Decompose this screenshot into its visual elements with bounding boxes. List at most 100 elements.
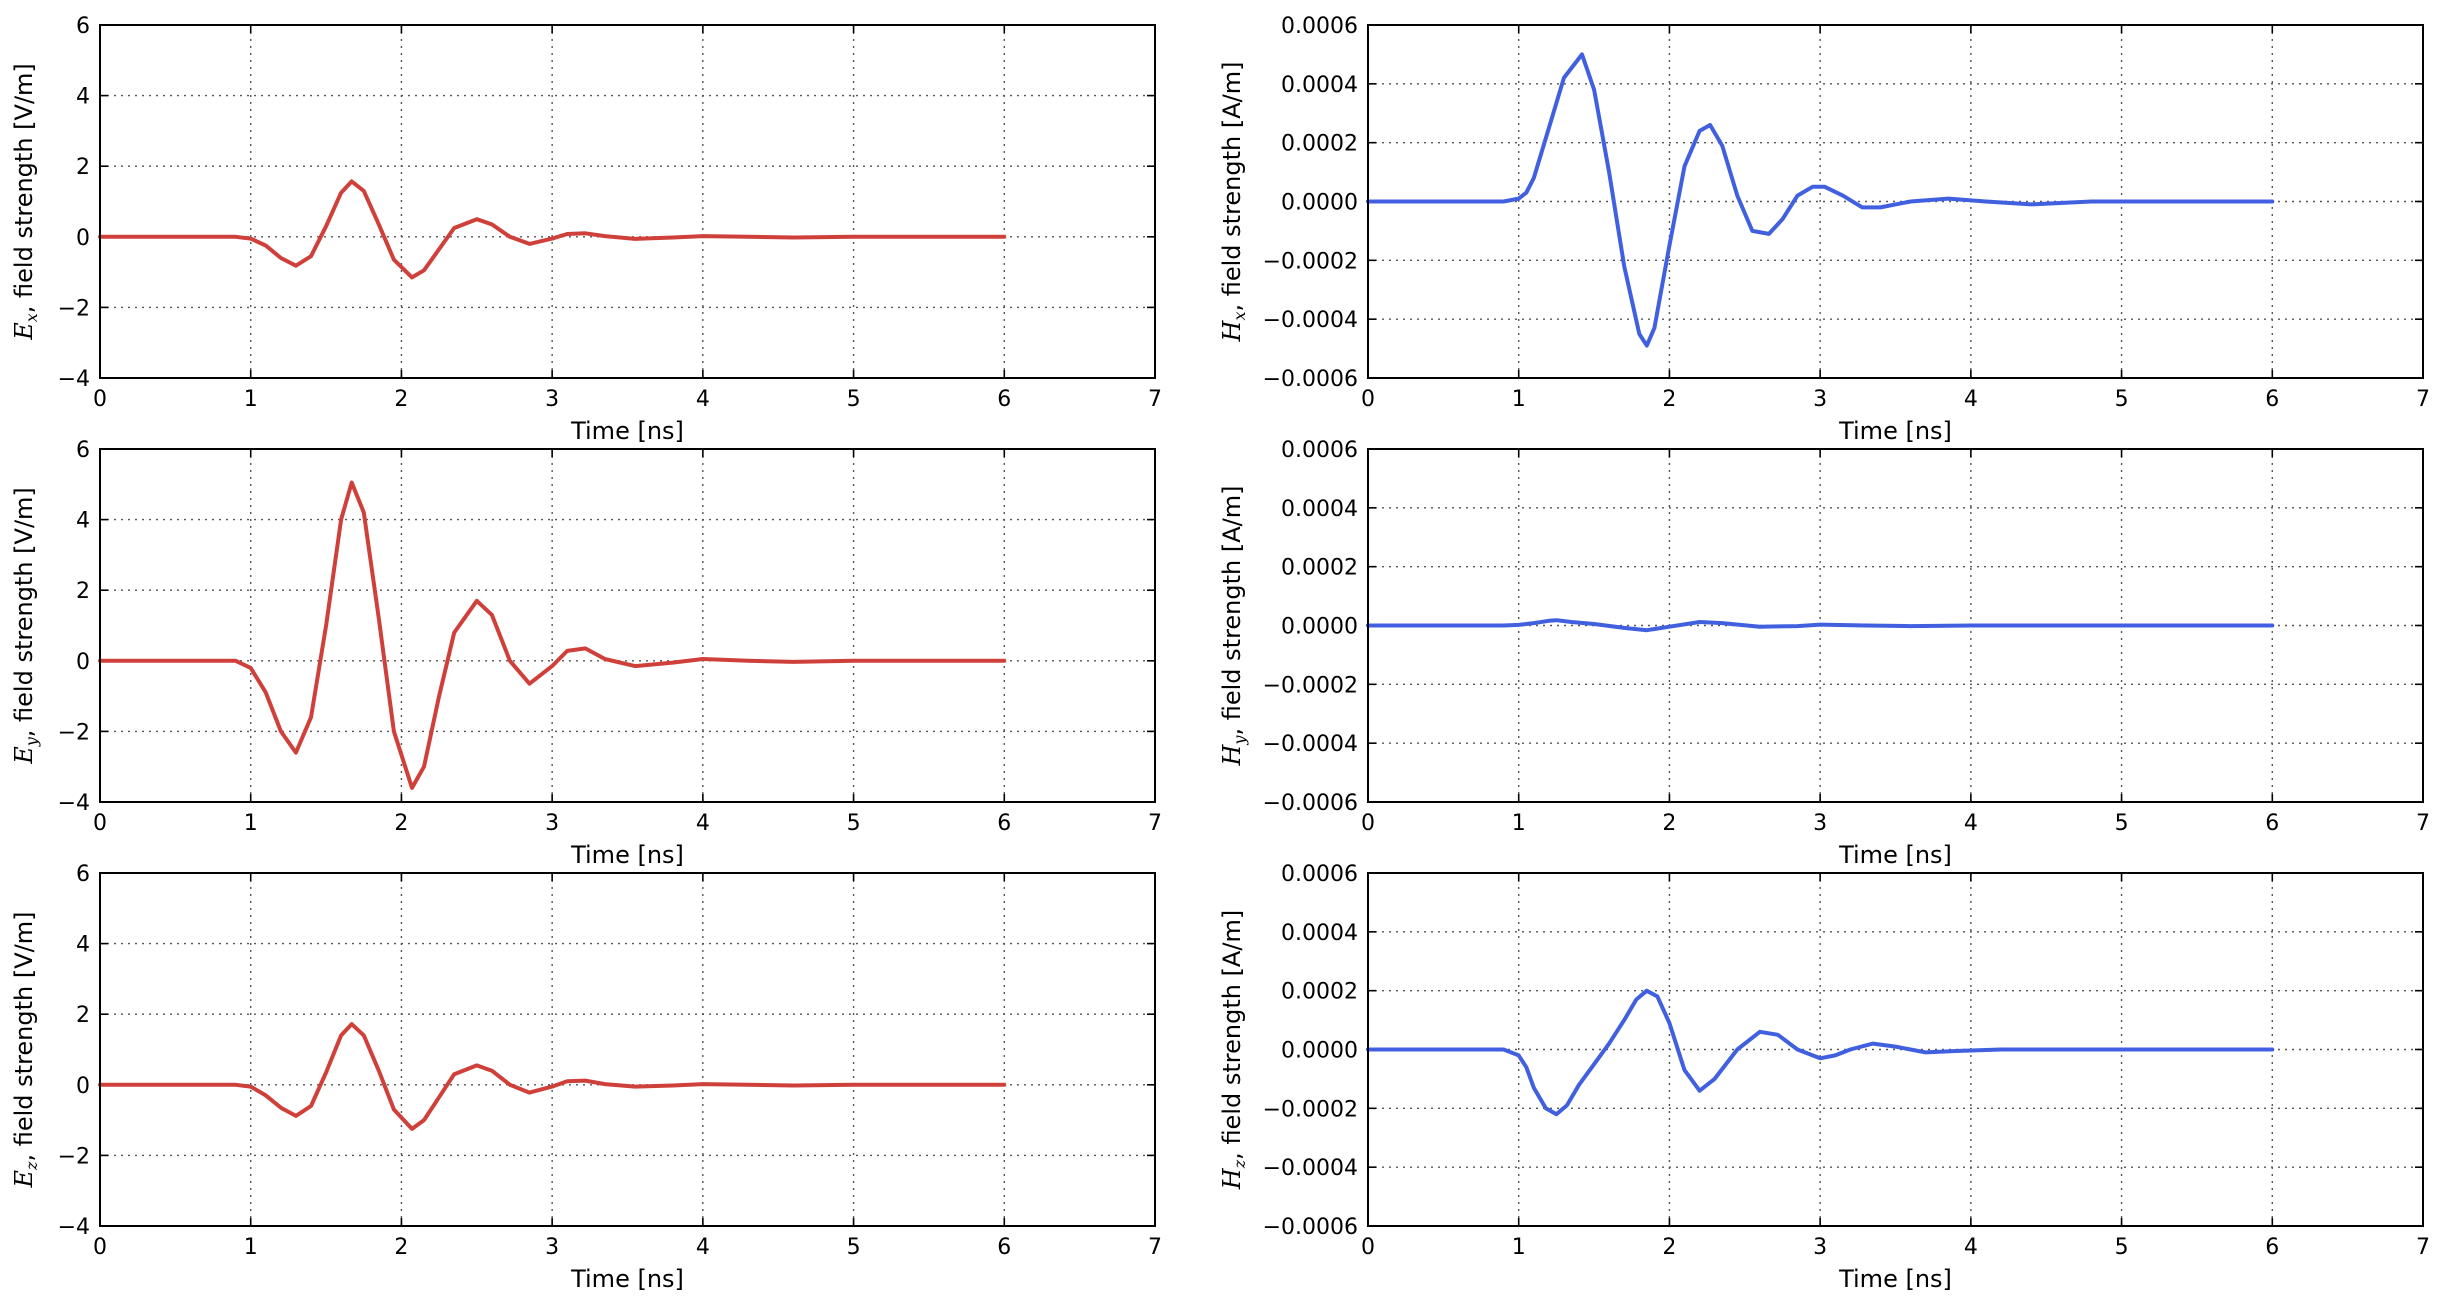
x-tick-label: 3 xyxy=(1813,1235,1827,1260)
y-tick-label: 0.0002 xyxy=(1281,980,1358,1005)
x-tick-label: 0 xyxy=(93,811,107,836)
x-tick-label: 6 xyxy=(997,387,1011,412)
x-tick-label: 6 xyxy=(997,811,1011,836)
y-tick-label: 0 xyxy=(76,1074,90,1099)
y-axis-label: Hz, field strength [A/m] xyxy=(1218,910,1249,1190)
x-tick-label: 0 xyxy=(1361,811,1375,836)
x-tick-label: 5 xyxy=(847,387,861,412)
series-line xyxy=(98,179,1007,280)
y-tick-label: 4 xyxy=(76,933,90,958)
x-tick-label: 4 xyxy=(1964,387,1978,412)
chart-panel-ex: 0 1 2 3 4 5 6 7 −4 −2 0 2 4 6 Time [ns] Ex, field stren… xyxy=(10,14,1162,445)
y-tick-label: 6 xyxy=(76,862,90,887)
x-tick-label: 2 xyxy=(1662,1235,1676,1260)
x-tick-label: 7 xyxy=(2416,387,2430,412)
y-tick-label: 2 xyxy=(76,1003,90,1028)
y-tick-label: 0.0004 xyxy=(1281,921,1358,946)
x-tick-label: 2 xyxy=(1662,811,1676,836)
y-tick-label: 0.0000 xyxy=(1281,1039,1358,1064)
y-tick-label: −2 xyxy=(58,296,90,321)
x-tick-label: 6 xyxy=(2265,1235,2279,1260)
x-tick-label: 2 xyxy=(394,1235,408,1260)
x-tick-label: 1 xyxy=(244,1235,258,1260)
y-tick-label: 0.0002 xyxy=(1281,132,1358,157)
y-tick-label: 0.0006 xyxy=(1281,862,1358,887)
x-tick-label: 3 xyxy=(545,811,559,836)
y-tick-label: 0 xyxy=(76,650,90,675)
x-tick-label: 5 xyxy=(2115,811,2129,836)
y-tick-label: −0.0006 xyxy=(1263,791,1358,816)
y-tick-label: 0.0000 xyxy=(1281,191,1358,216)
y-tick-label: 6 xyxy=(76,438,90,463)
y-tick-label: 2 xyxy=(76,579,90,604)
x-axis-label: Time [ns] xyxy=(570,841,684,869)
y-tick-label: 0.0000 xyxy=(1281,615,1358,640)
y-tick-label: 0.0006 xyxy=(1281,438,1358,463)
x-tick-label: 1 xyxy=(244,387,258,412)
x-tick-label: 4 xyxy=(696,811,710,836)
x-tick-label: 1 xyxy=(1512,811,1526,836)
y-tick-label: 4 xyxy=(76,85,90,110)
y-tick-label: −0.0006 xyxy=(1263,1215,1358,1240)
y-tick-label: −0.0004 xyxy=(1263,732,1358,757)
x-tick-label: 5 xyxy=(2115,387,2129,412)
x-tick-label: 4 xyxy=(1964,1235,1978,1260)
x-tick-label: 7 xyxy=(1148,387,1162,412)
series-line xyxy=(98,1022,1007,1131)
x-tick-label: 3 xyxy=(545,387,559,412)
chart-panel-ez: 0 1 2 3 4 5 6 7 −4 −2 0 2 4 6 Time [ns] Ez, field stren… xyxy=(10,862,1162,1293)
y-tick-label: 0 xyxy=(76,226,90,251)
x-tick-label: 0 xyxy=(93,1235,107,1260)
chart-panel-hx: 0 1 2 3 4 5 6 7 −0.0006 −0.0004 −0.0002 0.0000 0.000… xyxy=(1218,14,2430,445)
x-tick-label: 4 xyxy=(696,1235,710,1260)
y-tick-label: −4 xyxy=(58,367,90,392)
x-tick-label: 3 xyxy=(1813,811,1827,836)
x-tick-label: 7 xyxy=(2416,811,2430,836)
y-axis-label: Ey, field strength [V/m] xyxy=(10,487,41,765)
x-tick-label: 7 xyxy=(1148,1235,1162,1260)
x-tick-label: 0 xyxy=(1361,1235,1375,1260)
x-tick-label: 2 xyxy=(394,387,408,412)
x-tick-label: 4 xyxy=(696,387,710,412)
x-axis-label: Time [ns] xyxy=(1838,417,1952,445)
x-tick-label: 6 xyxy=(2265,811,2279,836)
x-tick-label: 5 xyxy=(847,811,861,836)
x-tick-label: 5 xyxy=(2115,1235,2129,1260)
plot-frame xyxy=(1367,872,2424,1227)
y-tick-label: −0.0006 xyxy=(1263,367,1358,392)
x-axis-label: Time [ns] xyxy=(1838,1265,1952,1293)
plot-frame xyxy=(99,872,1156,1227)
x-tick-label: 2 xyxy=(1662,387,1676,412)
plot-frame xyxy=(1367,24,2424,379)
y-tick-label: −0.0002 xyxy=(1263,673,1358,698)
series-line xyxy=(1366,618,2275,633)
y-tick-label: 0.0004 xyxy=(1281,73,1358,98)
x-tick-label: 3 xyxy=(1813,387,1827,412)
chart-panel-hz: 0 1 2 3 4 5 6 7 −0.0006 −0.0004 −0.0002 0.0000 0.000… xyxy=(1218,862,2430,1293)
plot-frame xyxy=(99,448,1156,803)
series-line xyxy=(98,480,1007,790)
x-tick-label: 7 xyxy=(2416,1235,2430,1260)
x-tick-label: 0 xyxy=(1361,387,1375,412)
y-tick-label: −0.0002 xyxy=(1263,249,1358,274)
series-line xyxy=(1366,988,2275,1117)
y-tick-label: −4 xyxy=(58,791,90,816)
x-tick-label: 6 xyxy=(997,1235,1011,1260)
x-tick-label: 2 xyxy=(394,811,408,836)
plot-frame xyxy=(1367,448,2424,803)
y-tick-label: −4 xyxy=(58,1215,90,1240)
x-axis-label: Time [ns] xyxy=(570,1265,684,1293)
plot-frame xyxy=(99,24,1156,379)
x-tick-label: 1 xyxy=(1512,387,1526,412)
series-line xyxy=(1366,52,2275,348)
y-tick-label: 0.0004 xyxy=(1281,497,1358,522)
y-tick-label: −0.0004 xyxy=(1263,1156,1358,1181)
y-axis-label: Hx, field strength [A/m] xyxy=(1218,62,1249,343)
y-axis-label: Ez, field strength [V/m] xyxy=(10,912,41,1189)
x-axis-label: Time [ns] xyxy=(570,417,684,445)
x-tick-label: 7 xyxy=(1148,811,1162,836)
y-tick-label: −0.0002 xyxy=(1263,1097,1358,1122)
chart-panel-hy: 0 1 2 3 4 5 6 7 −0.0006 −0.0004 −0.0002 0.0000 0.000… xyxy=(1218,438,2430,869)
x-tick-label: 1 xyxy=(244,811,258,836)
